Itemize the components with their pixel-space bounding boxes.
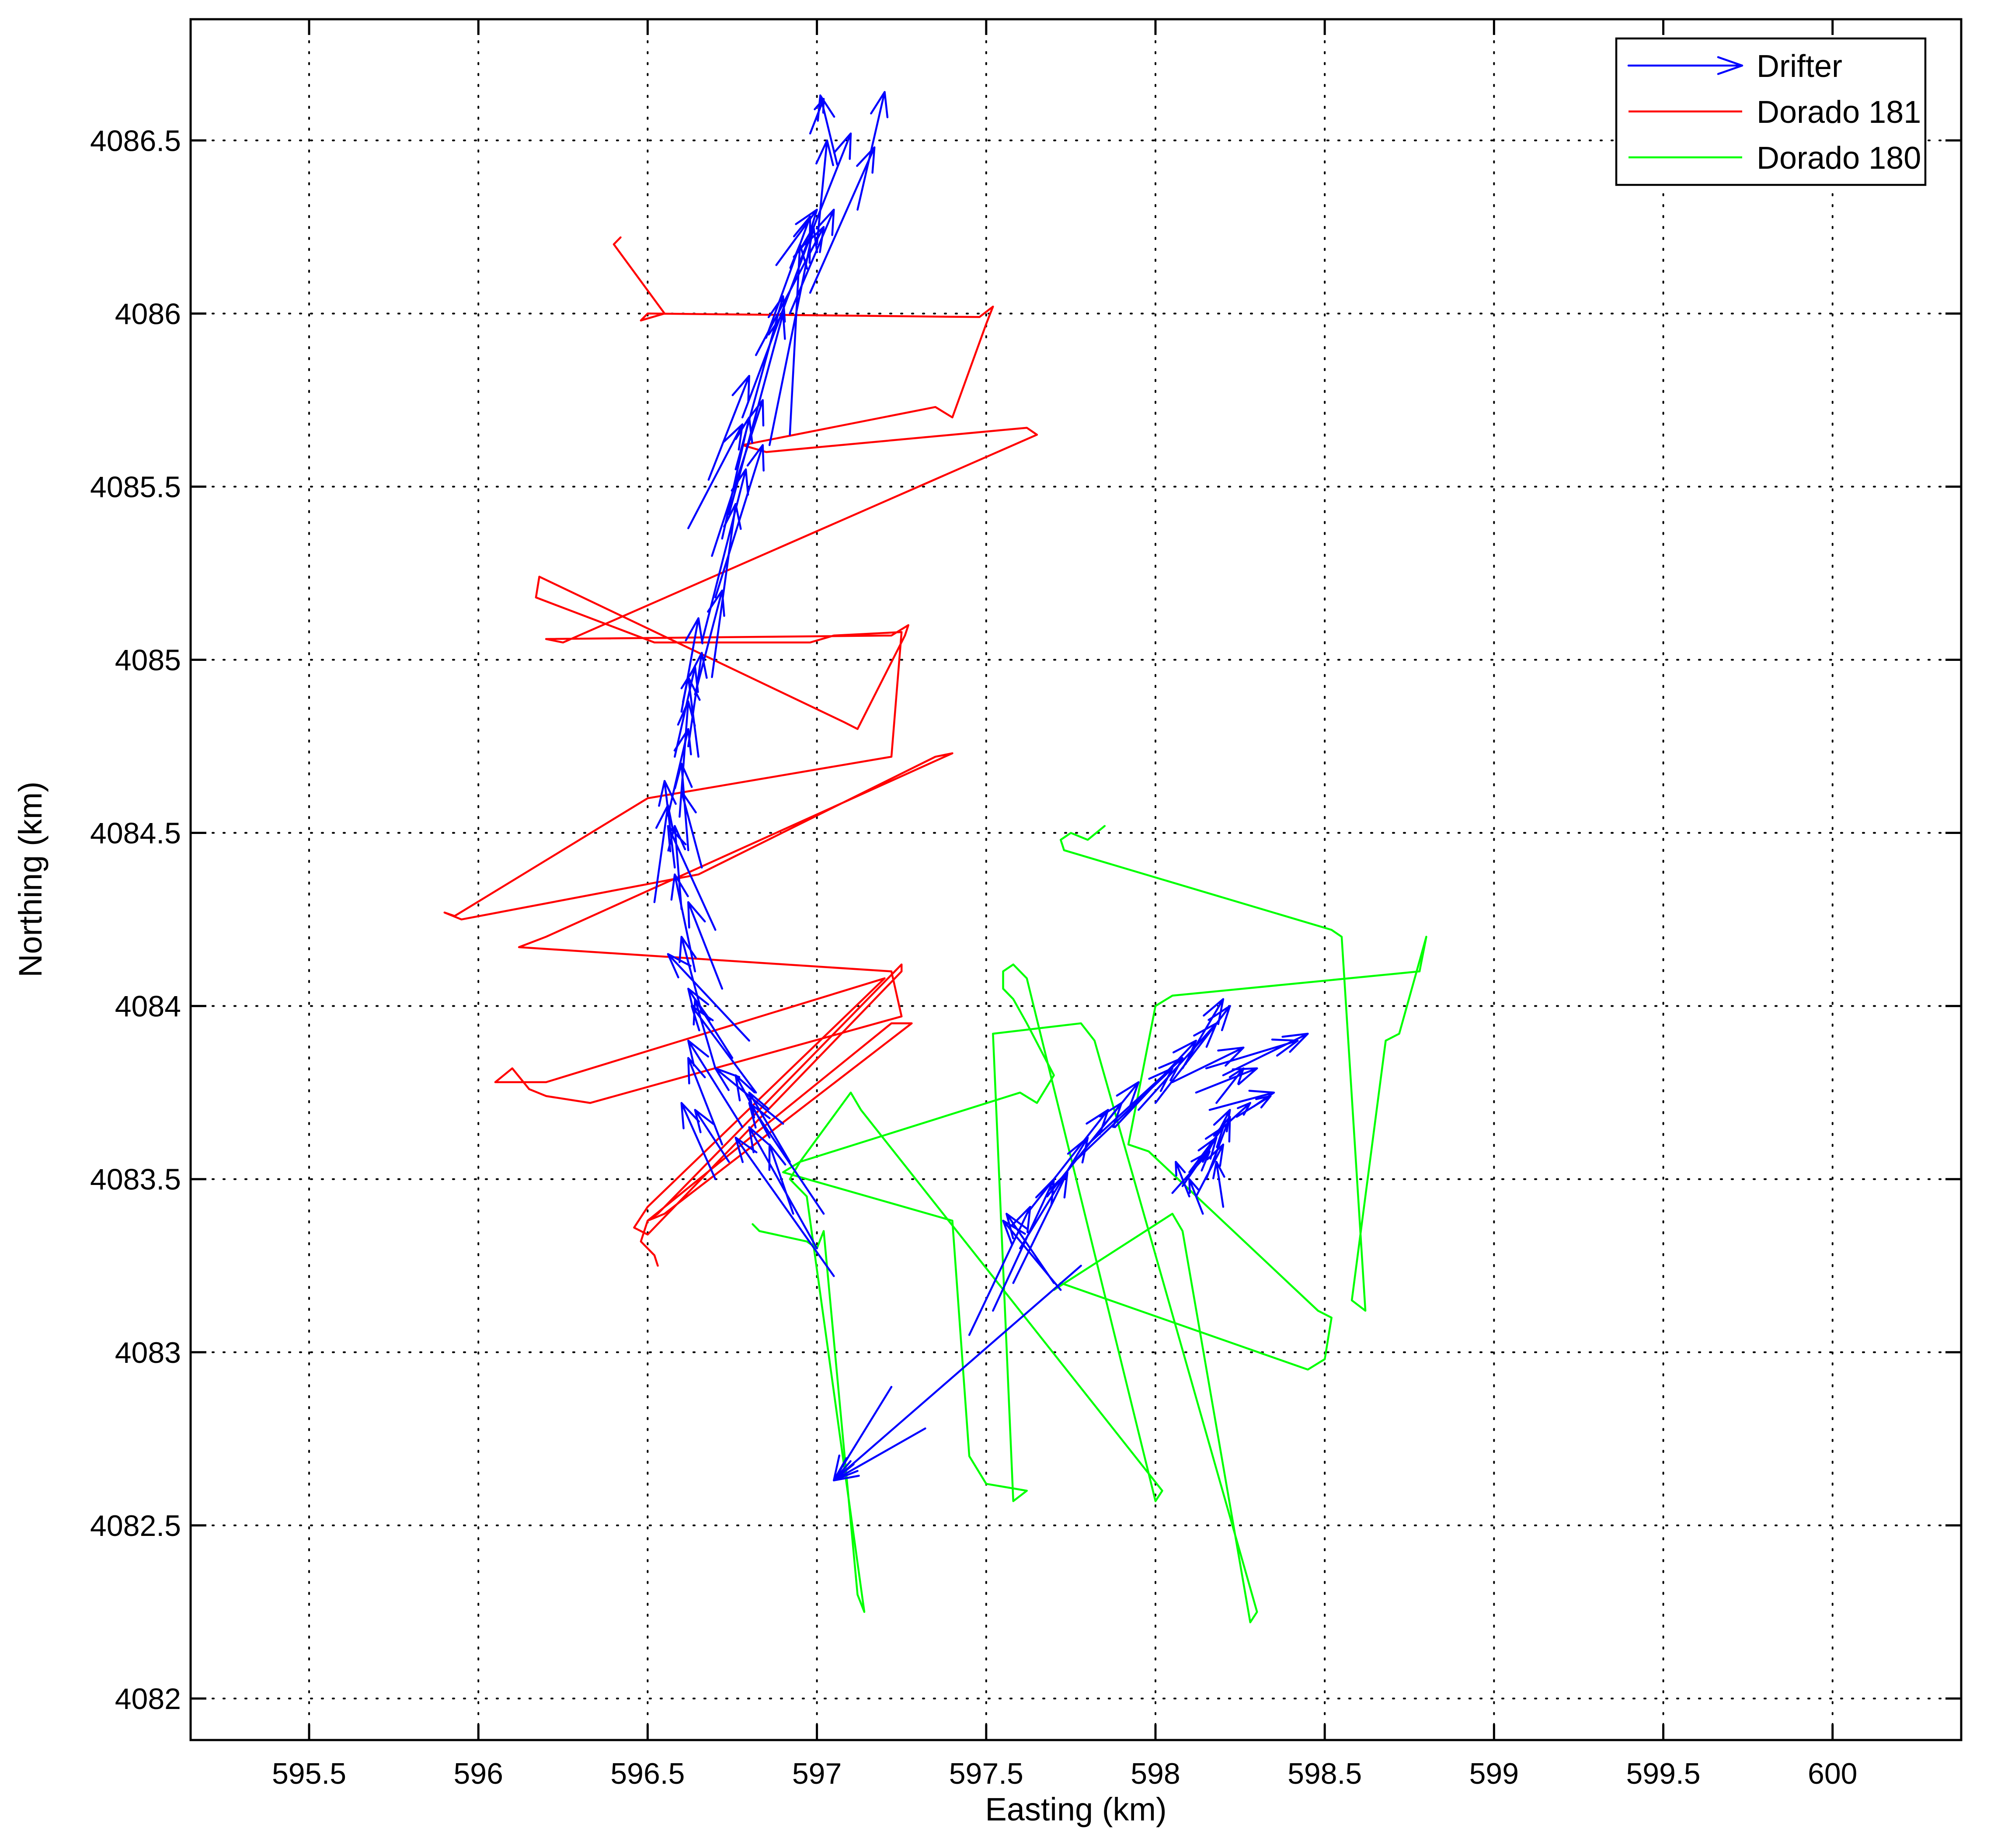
legend-entry: Dorado 181: [1629, 95, 1921, 130]
x-tick-label: 600: [1808, 1757, 1857, 1790]
y-axis-label: Northing (km): [12, 782, 49, 977]
axis-ticks: 595.5 596 596.5 597 597.5 598 598.5 599 599.5 600…: [90, 19, 1961, 1790]
series-vectors-0: [653, 91, 1309, 1482]
drifter-vector: [677, 700, 696, 792]
drifter-vector: [748, 1102, 825, 1215]
drifter-vector: [833, 1427, 926, 1482]
drifter-vector: [670, 873, 696, 973]
drifter-vector: [1188, 1178, 1204, 1215]
drifter-vector: [748, 1126, 818, 1250]
drifter-vector: [1235, 1095, 1272, 1118]
drifter-vector: [690, 1005, 757, 1094]
axes-frame: [189, 18, 1963, 1741]
drifter-vector: [1059, 1081, 1140, 1180]
drifter-vector: [679, 790, 703, 869]
y-tick-label: 4085.5: [90, 470, 181, 504]
plot-area: [443, 91, 1427, 1623]
x-tick-label: 595.5: [272, 1757, 346, 1790]
drifter-vector: [1175, 1160, 1190, 1198]
drifter-vector: [1205, 1039, 1299, 1070]
drifter-vector: [1006, 1212, 1055, 1284]
x-tick-label: 599: [1469, 1757, 1519, 1790]
legend-entry: Dorado 180: [1629, 141, 1921, 176]
drifter-vector: [1026, 1109, 1109, 1215]
drifter-vector: [711, 399, 765, 557]
drifter-vector: [707, 375, 750, 481]
y-tick-label: 4086: [115, 297, 181, 330]
drifter-vector: [667, 728, 692, 817]
drifter-vector: [1212, 1160, 1225, 1208]
y-tick-label: 4086.5: [90, 124, 181, 157]
y-tick-label: 4085: [115, 643, 181, 677]
legend-entry: Drifter: [1627, 49, 1842, 84]
drifter-vector: [1154, 1005, 1231, 1104]
legend-label: Drifter: [1757, 49, 1842, 84]
legend-swatch-arrow: [1627, 56, 1743, 75]
x-axis-label: Easting (km): [985, 1791, 1166, 1827]
drifter-vector: [833, 1386, 893, 1482]
drifter-vector: [694, 1109, 730, 1163]
drifter-vector: [680, 1102, 717, 1180]
drifter-vector: [687, 1057, 724, 1146]
x-tick-label: 596.5: [610, 1757, 685, 1790]
drifter-vector: [667, 953, 750, 1042]
drifter-vector: [1019, 1136, 1089, 1250]
drifter-vector: [687, 1039, 744, 1129]
drifter-vector: [1188, 1126, 1225, 1174]
drifter-vector: [1171, 1150, 1211, 1194]
x-tick-label: 597.5: [949, 1757, 1023, 1790]
y-tick-label: 4082.5: [90, 1509, 181, 1542]
drifter-vector: [1114, 1039, 1197, 1129]
drifter-vector: [968, 1205, 1031, 1336]
drifter-vector: [768, 1143, 794, 1215]
drifter-vector: [1171, 1046, 1245, 1084]
legend: Drifter Dorado 181 Dorado 180: [1615, 37, 1927, 186]
x-tick-label: 599.5: [1626, 1757, 1700, 1790]
drifter-vector: [1205, 1115, 1231, 1180]
drifter-vector: [1181, 998, 1225, 1070]
legend-label: Dorado 180: [1757, 141, 1921, 176]
grid-lines: [190, 18, 1962, 1741]
drifter-vector: [679, 935, 703, 1014]
drifter-vector: [1215, 1067, 1245, 1104]
y-tick-label: 4082: [115, 1682, 181, 1716]
x-tick-label: 598.5: [1288, 1757, 1362, 1790]
drifter-vector: [687, 423, 744, 529]
y-tick-label: 4084: [115, 990, 181, 1023]
drifter-vector: [667, 825, 717, 931]
y-tick-label: 4084.5: [90, 817, 181, 850]
series-track-2: [752, 825, 1427, 1623]
y-tick-label: 4083: [115, 1336, 181, 1369]
drifter-vector: [687, 901, 724, 990]
x-tick-label: 598: [1131, 1757, 1180, 1790]
drifter-vector: [734, 1136, 835, 1277]
x-tick-label: 596: [453, 1757, 503, 1790]
x-tick-label: 597: [792, 1757, 842, 1790]
drifter-vector: [711, 503, 742, 678]
drifter-vector: [809, 146, 876, 294]
drifter-vector: [653, 804, 674, 903]
drifter-vector: [667, 825, 686, 910]
drifter-vector: [694, 589, 725, 695]
y-tick-label: 4083.5: [90, 1163, 181, 1196]
drifter-vector: [658, 780, 677, 869]
drifter-vector: [701, 468, 749, 644]
series-track-1: [443, 236, 1038, 1267]
legend-label: Dorado 181: [1757, 95, 1921, 130]
drifter-vector: [789, 243, 808, 436]
